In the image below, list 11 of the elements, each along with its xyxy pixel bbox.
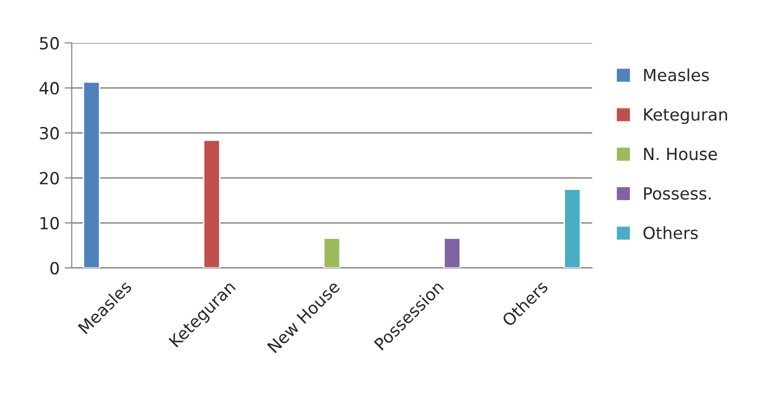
y-tick-label: 30 xyxy=(40,126,59,140)
y-tick-label: 10 xyxy=(40,216,59,230)
legend-label: Measles xyxy=(644,68,709,82)
legend-label: Possess. xyxy=(644,187,711,200)
legend-label: N. House xyxy=(644,148,717,160)
legend-label: Keteguran xyxy=(644,108,728,124)
legend-label: Others xyxy=(643,226,698,240)
y-tick-label: 0 xyxy=(50,262,59,274)
y-tick-label: 20 xyxy=(40,172,59,184)
y-tick-label: 50 xyxy=(40,36,59,50)
y-tick-label: 40 xyxy=(40,82,59,95)
